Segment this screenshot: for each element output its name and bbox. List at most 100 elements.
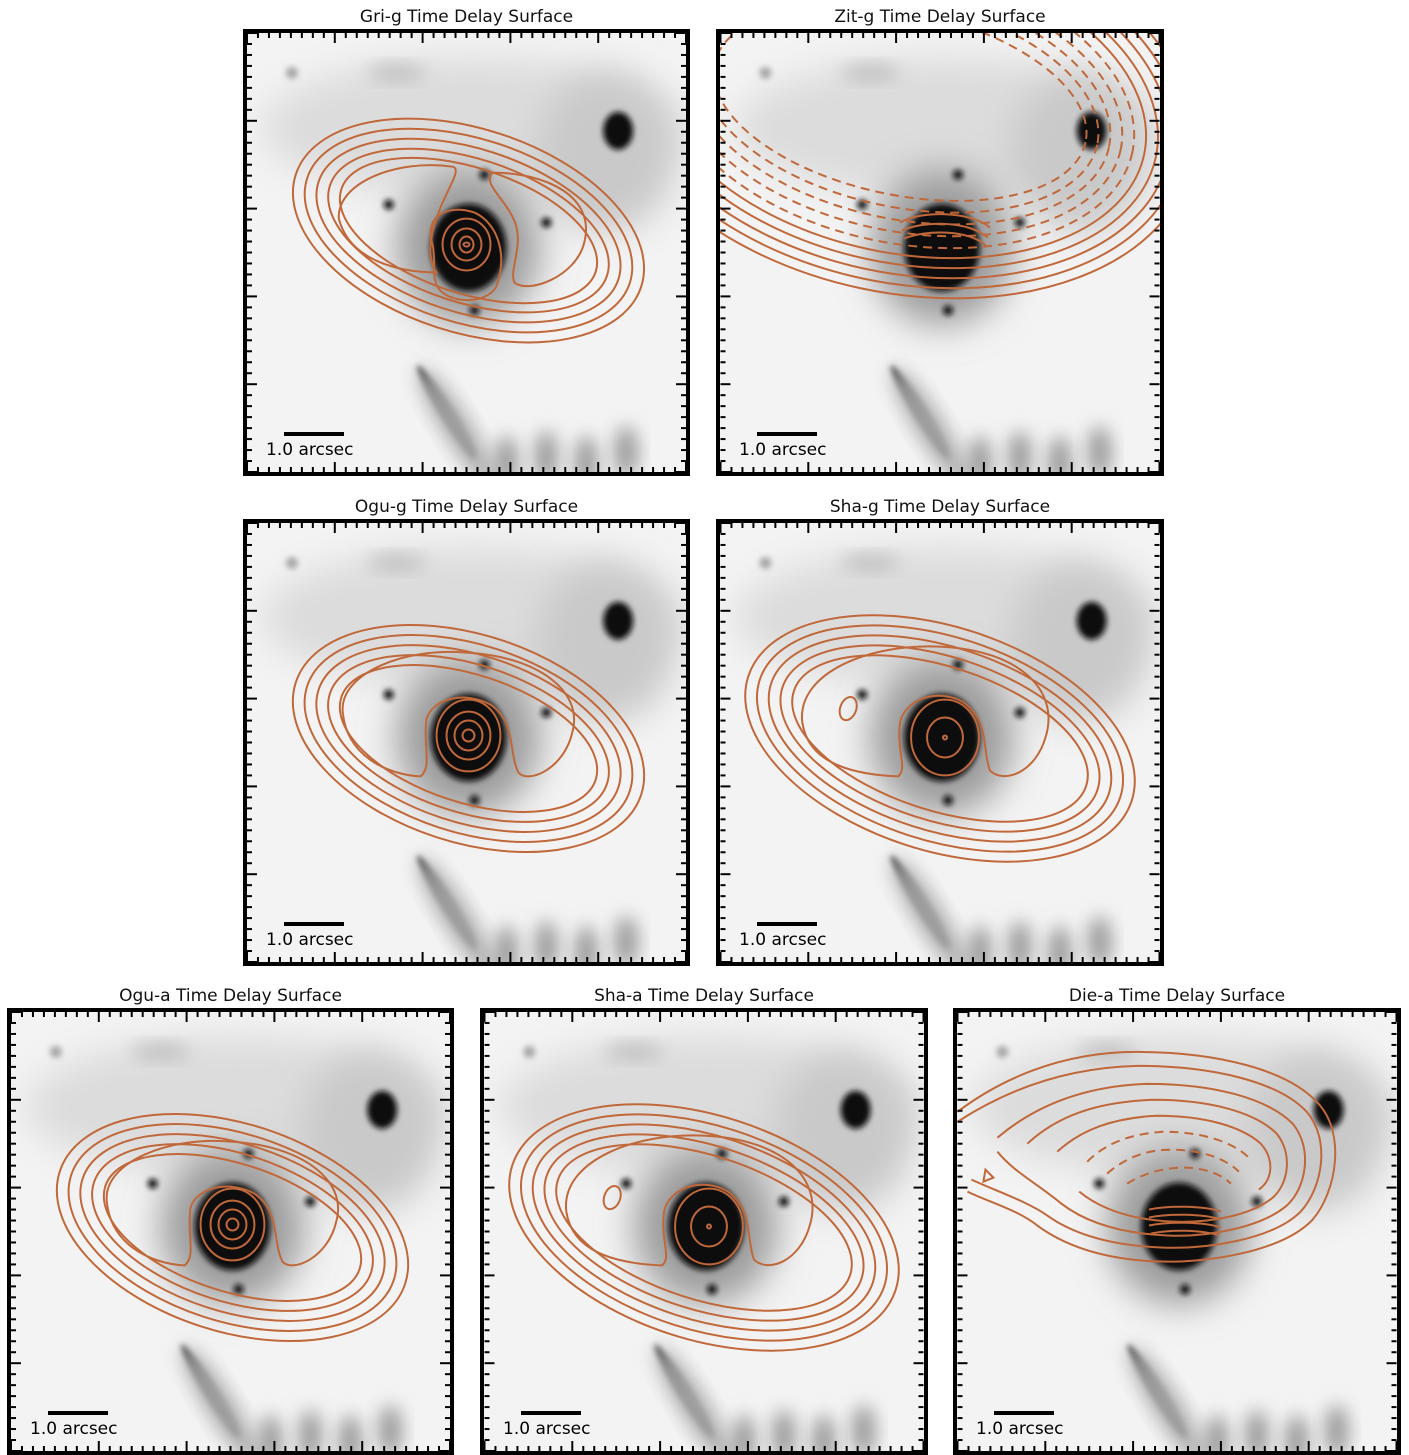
diffuse-light (1009, 72, 1150, 233)
scale-bar-label: 1.0 arcsec (503, 1419, 591, 1439)
quasar-image (479, 169, 490, 180)
contour-group (602, 1185, 622, 1211)
lens-galaxy (904, 693, 980, 782)
companion-galaxy (1076, 601, 1107, 640)
contour-line (720, 33, 1160, 290)
contour-line (674, 1187, 744, 1266)
contour-line (291, 117, 646, 344)
faint-feature (1244, 1410, 1269, 1451)
contour-line (744, 614, 1136, 863)
panel-title: Zit-g Time Delay Surface (834, 7, 1046, 27)
scale-bar (48, 1411, 108, 1415)
contour-line (79, 1133, 386, 1322)
companion-galaxy (603, 601, 634, 640)
contour-line (338, 156, 599, 305)
contour-line (982, 1167, 996, 1184)
image-frame: 1.0 arcsec (243, 29, 690, 476)
scale-bar-label: 1.0 arcsec (976, 1419, 1064, 1439)
quasar-image (952, 169, 963, 180)
lens-image (11, 1012, 450, 1451)
diffuse-light (1246, 1051, 1387, 1212)
faint-feature (967, 436, 992, 472)
contour-line (543, 1133, 865, 1322)
companion-galaxy (367, 1090, 398, 1129)
faint-feature (1047, 436, 1072, 472)
faint-feature (1087, 426, 1112, 472)
arc-blob (604, 1043, 665, 1060)
arc-blob (130, 1043, 191, 1060)
companion-galaxy (840, 1090, 871, 1129)
streak-halo (181, 1346, 260, 1451)
faint-feature (534, 431, 559, 472)
faint-feature (1007, 921, 1032, 962)
quasar-image (1094, 1178, 1105, 1189)
image-frame: 1.0 arcsec (480, 1008, 928, 1455)
quasar-image (233, 1284, 244, 1295)
contour-line (91, 1143, 374, 1312)
panel-gri-g: Gri-g Time Delay Surface 1.0 arcsec (243, 0, 690, 476)
contour-group (508, 1103, 900, 1352)
contour-line (450, 227, 483, 262)
scale-bar (284, 432, 344, 436)
contour-line (303, 127, 634, 334)
contour-line (957, 1064, 1323, 1249)
companion-galaxy (603, 111, 634, 150)
contour-line (1026, 1098, 1288, 1223)
contour-line (291, 623, 646, 854)
lens-galaxy (430, 693, 507, 782)
panel-title: Ogu-g Time Delay Surface (354, 497, 579, 517)
faint-feature (378, 1405, 403, 1451)
contour-line (1126, 1166, 1232, 1185)
contour-line (508, 1103, 900, 1352)
contour-line (705, 1223, 712, 1230)
scale-bar-label: 1.0 arcsec (266, 930, 354, 950)
faint-feature (1204, 1415, 1229, 1451)
faint-source (759, 556, 772, 569)
contour-line (327, 147, 610, 314)
faint-feature (614, 426, 639, 472)
lens-galaxy (194, 1182, 271, 1271)
contour-line (217, 1208, 248, 1241)
contour-line (519, 1113, 889, 1342)
galaxy-field (735, 547, 1155, 962)
panel-title: Die-a Time Delay Surface (1068, 986, 1286, 1006)
axis-ticks (484, 1012, 924, 1451)
scale-bar (284, 922, 344, 926)
contour-line (767, 634, 1113, 843)
contour-line (903, 231, 987, 247)
contour-line (462, 241, 471, 248)
contour-group (441, 217, 492, 272)
contour-line (327, 654, 610, 823)
axis-ticks (247, 523, 686, 962)
image-frame: 1.0 arcsec (953, 1008, 1401, 1455)
quasar-image (621, 1178, 632, 1189)
faint-feature (731, 1415, 756, 1451)
axis-ticks (720, 33, 1160, 472)
axis-ticks (957, 1012, 1397, 1451)
contour-line (531, 1123, 877, 1332)
contour-group (744, 614, 1136, 863)
image-frame: 1.0 arcsec (716, 519, 1164, 966)
faint-source (285, 66, 298, 79)
lens-image (720, 33, 1160, 472)
contour-line (453, 719, 484, 752)
contour-line (338, 664, 599, 813)
diffuse-light (1009, 562, 1150, 723)
streak-halo (655, 1346, 733, 1451)
panel-title: Gri-g Time Delay Surface (359, 7, 574, 27)
contour-line (720, 33, 1100, 214)
quasar-image (305, 1196, 316, 1207)
contour-line (429, 208, 503, 302)
contour-line (602, 1185, 622, 1211)
quasar-image (1014, 707, 1025, 718)
lens-galaxy (668, 1182, 744, 1271)
scale-bar-label: 1.0 arcsec (266, 440, 354, 460)
panel-ogu-g: Ogu-g Time Delay Surface 1.0 arcsec (243, 490, 690, 966)
lens-image (484, 1012, 924, 1451)
contour-line (435, 698, 502, 773)
contour-line (1056, 1114, 1272, 1191)
contour-line (838, 696, 858, 722)
contour-line (337, 164, 457, 274)
image-frame: 1.0 arcsec (716, 29, 1164, 476)
faint-feature (771, 1410, 796, 1451)
